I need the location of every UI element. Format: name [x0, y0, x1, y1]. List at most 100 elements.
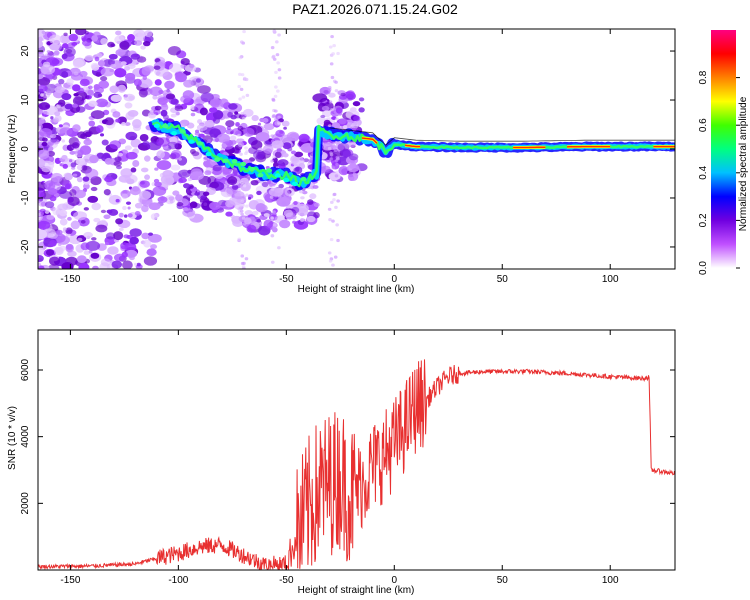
spectrogram-noise-blob — [38, 131, 45, 138]
spectrogram-noise-blob — [153, 65, 161, 70]
spectrogram-noise-blob — [87, 89, 94, 96]
spectrogram-noise-blob — [123, 93, 136, 102]
spectrogram-y-tick-label: 20 — [20, 45, 31, 57]
spectrogram-noise-blob — [47, 150, 55, 157]
spectrogram-noise-blob — [38, 39, 43, 48]
spectrogram-noise-blob — [142, 75, 147, 80]
spectrogram-noise-blob — [130, 167, 137, 173]
spectrogram-noise-blob — [263, 219, 274, 229]
snr-y-tick-label: 4000 — [20, 425, 31, 448]
spectrogram-noise-blob — [132, 159, 140, 167]
spectrogram-noise-blob — [87, 100, 98, 107]
spectrogram-noise-blob — [328, 172, 341, 181]
spectrogram-noise-blob — [71, 42, 78, 46]
spectrogram-noise-blob — [216, 133, 231, 144]
spectrogram-noise-blob — [243, 127, 255, 137]
spectrogram-noise-blob — [81, 164, 88, 171]
spectrogram-noise-blob — [38, 52, 45, 58]
spectrogram-streak-blob — [242, 222, 247, 226]
spectrogram-noise-blob — [94, 56, 100, 62]
spectrogram-noise-blob — [118, 174, 131, 183]
spectrogram-noise-blob — [64, 172, 73, 181]
spectrogram-streak-blob — [245, 93, 250, 97]
spectrogram-noise-blob — [164, 80, 175, 90]
spectrogram-noise-blob — [262, 144, 274, 154]
spectrogram-noise-blob — [48, 34, 62, 45]
spectrogram-streak-blob — [272, 114, 276, 118]
spectrogram-noise-blob — [110, 63, 117, 68]
spectrogram-noise-blob — [225, 199, 235, 208]
spectrogram-noise-blob — [349, 107, 357, 113]
spectrogram-noise-blob — [122, 205, 127, 211]
spectrogram-noise-blob — [90, 110, 105, 120]
spectrogram-noise-blob — [130, 138, 141, 148]
spectrogram-noise-blob — [162, 114, 169, 120]
spectrogram-noise-blob — [127, 206, 131, 210]
spectrogram-noise-blob — [212, 164, 222, 172]
spectrogram-streak-blob — [274, 117, 278, 121]
spectrogram-noise-blob — [47, 51, 55, 58]
spectrogram-noise-blob — [231, 184, 239, 190]
spectrogram-noise-blob — [290, 150, 297, 155]
spectrogram-streak-blob — [244, 257, 249, 261]
spectrogram-noise-blob — [101, 139, 109, 146]
spectrogram-noise-blob — [293, 201, 298, 206]
spectrogram-noise-blob — [95, 125, 104, 133]
spectrogram-streak-blob — [331, 166, 336, 170]
spectrogram-streak-blob — [272, 145, 277, 149]
snr-x-tick-label: 0 — [392, 575, 398, 586]
spectrogram-streak-blob — [329, 157, 333, 161]
spectrogram-noise-blob — [294, 151, 304, 158]
spectrogram-noise-blob — [138, 78, 153, 88]
spectrogram-noise-blob — [182, 90, 195, 100]
spectrogram-noise-blob — [156, 150, 165, 159]
spectrogram-noise-blob — [167, 45, 181, 56]
spectrogram-noise-blob — [168, 196, 175, 201]
spectrogram-noise-blob — [103, 188, 111, 196]
spectrogram-noise-blob — [112, 111, 121, 118]
spectrogram-noise-blob — [283, 126, 287, 130]
spectrogram-noise-blob — [157, 97, 168, 105]
colorbar: 0.0 0.2 0.4 0.6 0.8 Normalized spectral ampl… — [698, 30, 749, 275]
spectrogram-streak-blob — [328, 45, 333, 49]
spectrogram-streak-blob — [336, 238, 340, 243]
spectrogram-noise-blob — [142, 40, 151, 47]
spectrogram-noise-blob — [124, 145, 132, 151]
spectrogram-noise-blob — [73, 211, 87, 221]
spectrogram-streak-blob — [240, 254, 245, 258]
spectrogram-noise-blob — [61, 262, 74, 269]
spectrogram-streak-blob — [239, 209, 244, 213]
spectrogram-noise-blob — [88, 120, 96, 127]
spectrogram-noise-blob — [38, 199, 41, 204]
spectrogram-streak-blob — [238, 97, 242, 101]
spectrogram-noise-blob — [160, 103, 169, 112]
spectrogram-noise-blob — [80, 219, 86, 224]
spectrogram-noise-blob — [118, 227, 124, 232]
spectrogram-noise-blob — [247, 196, 252, 200]
spectrogram-noise-blob — [263, 213, 270, 218]
spectrogram-streak-blob — [237, 133, 241, 137]
spectrogram-noise-blob — [167, 141, 179, 150]
spectrogram-noise-blob — [300, 196, 305, 200]
spectrogram-streak-blob — [333, 255, 338, 259]
spectrogram-noise-blob — [53, 117, 60, 123]
colorbar-tick-label: 0.8 — [698, 70, 709, 84]
spectrogram-noise-blob — [131, 185, 140, 192]
spectrogram-streak-blob — [241, 95, 246, 99]
spectrogram-noise-blob — [154, 167, 159, 171]
spectrogram-noise-blob — [256, 190, 262, 196]
spectrogram-noise-blob — [75, 29, 87, 36]
spectrogram-noise-blob — [269, 183, 273, 187]
spectrogram-noise-blob — [62, 163, 68, 169]
spectrogram-noise-blob — [172, 190, 180, 196]
spectrogram-noise-blob — [95, 98, 109, 108]
spectrogram-noise-blob — [113, 231, 124, 241]
spectrogram-streak-blob — [275, 40, 279, 44]
spectrogram-noise-blob — [279, 219, 291, 229]
spectrogram-noise-blob — [100, 37, 108, 45]
spectrogram-noise-blob — [93, 83, 101, 91]
spectrogram-noise-blob — [59, 218, 68, 226]
spectrogram-noise-blob — [353, 115, 361, 122]
spectrogram-noise-blob — [127, 213, 133, 218]
spectrogram-noise-blob — [154, 105, 162, 111]
